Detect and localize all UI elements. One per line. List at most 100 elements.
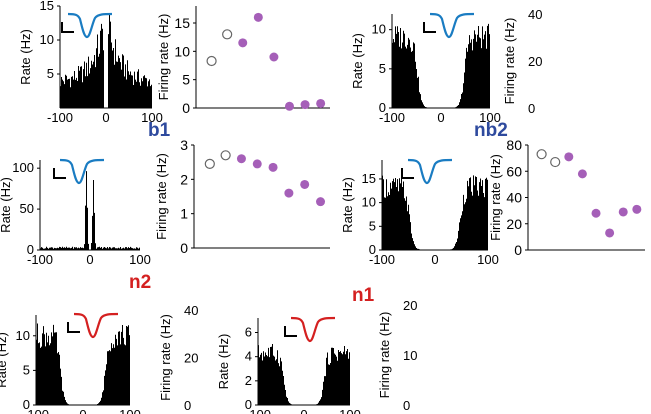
filled-data-point: [284, 101, 294, 111]
filled-data-point: [269, 52, 279, 62]
x-tick-label: 0: [300, 407, 307, 414]
x-tick-label: -100: [23, 407, 49, 414]
y-tick-label: 40: [506, 190, 522, 206]
right-y-tick-label: 40: [528, 7, 542, 22]
x-tick-label: 0: [437, 110, 444, 125]
filled-data-point: [577, 169, 587, 179]
y-tick-label: 50: [20, 201, 34, 216]
right-y-tick-label: 40: [184, 303, 198, 318]
panel-label-nb2: nb2: [474, 120, 508, 141]
filled-data-point: [236, 154, 246, 164]
x-tick-label: 100: [119, 407, 141, 414]
x-tick-label: 0: [79, 407, 86, 414]
filled-data-point: [300, 179, 310, 189]
y-axis-label: Firing rate (Hz): [488, 154, 503, 241]
filled-data-point: [253, 12, 263, 22]
open-data-point: [550, 156, 561, 168]
histogram-bars-bottom-left: [36, 323, 130, 405]
histogram-bars-top-left: [60, 13, 152, 108]
y-tick-label: 1: [180, 206, 188, 222]
filled-data-point: [605, 228, 615, 238]
x-tick-label: 0: [431, 252, 438, 267]
y-tick-label: 2: [180, 171, 188, 187]
y-tick-label: 2: [245, 373, 252, 388]
y-tick-label: 20: [506, 216, 522, 232]
filled-data-point: [564, 152, 574, 162]
spike-waveform-icon: [429, 12, 475, 39]
panel-label-n1: n1: [352, 285, 375, 306]
filled-data-point: [316, 197, 326, 207]
blue-spike-waveform-icon: [61, 12, 113, 39]
scale-bar-icon: [284, 326, 297, 337]
histogram-bars-top-right: [392, 23, 490, 108]
x-tick-label: -100: [379, 110, 405, 125]
scale-bar-icon: [53, 168, 66, 179]
y-tick-label: 0: [182, 100, 190, 116]
open-data-point: [204, 158, 215, 169]
y-axis-label: Rate (Hz): [216, 334, 231, 390]
spike-waveform-icon: [59, 158, 105, 185]
right-y-tick-label: 10: [403, 348, 417, 363]
x-tick-label: 100: [129, 252, 151, 267]
filled-data-point: [632, 204, 642, 214]
open-data-point: [220, 150, 231, 161]
y-tick-label: 4: [245, 349, 252, 364]
histogram-bars-middle-right-hist: [382, 175, 488, 250]
right-y-tick-label: 0: [403, 398, 410, 413]
y-tick-label: 5: [23, 362, 30, 377]
right-y-tick-label: 0: [184, 398, 191, 413]
x-tick-label: -100: [369, 252, 395, 267]
right-y-tick-label: 20: [403, 298, 417, 313]
histogram-bars-middle-left: [40, 171, 140, 250]
x-tick-label: 100: [477, 252, 499, 267]
panel-label-n2: n2: [129, 272, 151, 293]
x-tick-label: -100: [245, 407, 271, 414]
filled-data-point: [252, 159, 262, 169]
filled-data-point: [284, 188, 294, 198]
axes-layer: [33, 5, 645, 406]
open-data-point: [222, 29, 233, 40]
y-tick-label: 15: [174, 15, 190, 31]
y-axis-label: Rate (Hz): [0, 332, 9, 388]
x-tick-label: 100: [141, 110, 163, 125]
y-tick-label: 10: [174, 43, 190, 59]
filled-data-point: [316, 98, 326, 108]
filled-data-point: [618, 207, 628, 217]
x-tick-label: -100: [47, 110, 73, 125]
right-y-tick-label: 20: [184, 351, 198, 366]
red-spike-waveform-icon: [284, 316, 336, 343]
y-axis-label: Firing rate (Hz): [154, 153, 169, 240]
y-axis-label: Rate (Hz): [340, 177, 355, 233]
filled-data-point: [591, 208, 601, 218]
red-spike-waveform-icon: [67, 312, 119, 339]
spike-waveform-icon: [73, 312, 119, 339]
y-tick-label: 80: [506, 137, 522, 153]
y-tick-label: 15: [362, 171, 376, 186]
y-tick-label: 0: [379, 100, 386, 115]
blue-spike-waveform-icon: [423, 12, 475, 39]
filled-data-point: [238, 38, 248, 48]
y-tick-label: 0: [27, 242, 34, 257]
y-tick-label: 0: [514, 242, 522, 258]
blue-spike-waveform-icon: [401, 158, 453, 185]
histogram-bars-bottom-middle: [258, 344, 350, 405]
y-tick-label: 5: [182, 72, 190, 88]
right-y-tick-label: 20: [528, 54, 542, 69]
y-tick-label: 3: [180, 137, 188, 153]
right-y-axis-label: Firing rate (Hz): [377, 312, 392, 399]
histogram-layer: [36, 13, 490, 405]
scale-bar-icon: [401, 168, 414, 179]
x-tick-label: 0: [86, 252, 93, 267]
y-axis-label: Rate (Hz): [18, 29, 33, 85]
scale-bar-icon: [61, 22, 74, 33]
scatter-points-layer: [204, 12, 642, 238]
y-tick-label: 0: [23, 397, 30, 412]
right-y-axis-label: Firing rate (Hz): [158, 314, 173, 401]
y-tick-label: 10: [16, 328, 30, 343]
open-data-point: [536, 149, 547, 160]
y-tick-label: 10: [40, 32, 54, 47]
open-data-point: [206, 55, 217, 67]
panel-label-b1: b1: [148, 120, 171, 141]
y-tick-label: 5: [47, 66, 54, 81]
